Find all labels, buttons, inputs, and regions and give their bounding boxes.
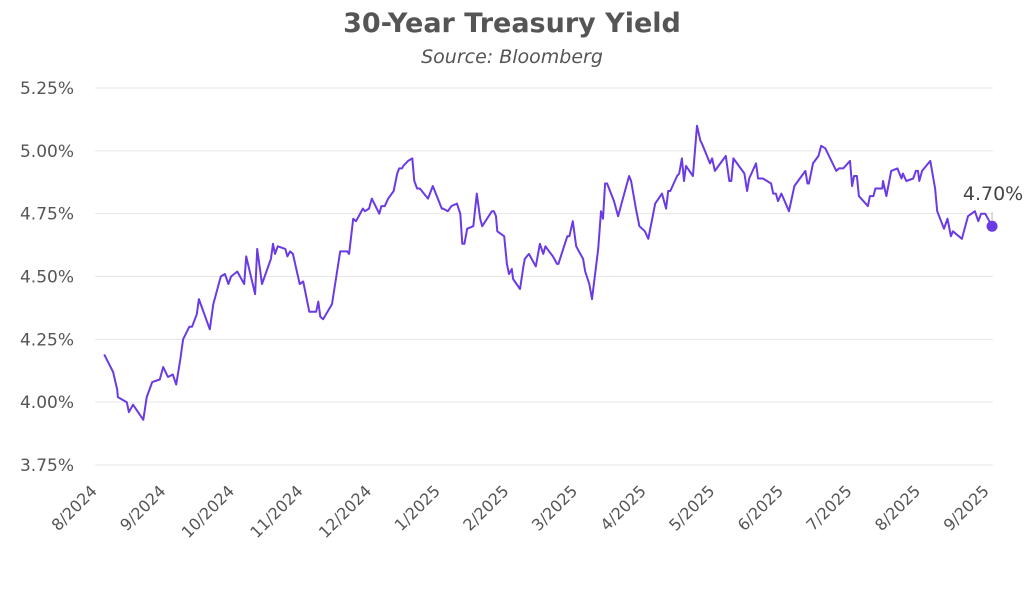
x-tick-label: 4/2025 xyxy=(597,481,650,534)
x-tick-label: 5/2025 xyxy=(665,481,718,534)
x-tick-label: 8/2024 xyxy=(48,481,101,534)
y-tick-label: 5.25% xyxy=(20,79,74,99)
chart-title: 30-Year Treasury Yield xyxy=(343,8,681,39)
x-tick-label: 7/2025 xyxy=(802,481,855,534)
end-point-marker xyxy=(986,220,998,232)
x-tick-label: 9/2025 xyxy=(940,481,993,534)
x-tick-label: 9/2024 xyxy=(116,481,169,534)
x-tick-label: 11/2024 xyxy=(246,481,306,541)
end-value-label: 4.70% xyxy=(963,183,1023,205)
x-tick-label: 8/2025 xyxy=(871,481,924,534)
y-tick-label: 3.75% xyxy=(20,456,74,476)
x-tick-label: 6/2025 xyxy=(734,481,787,534)
y-tick-label: 4.25% xyxy=(20,330,74,350)
x-tick-label: 12/2024 xyxy=(315,481,375,541)
x-tick-label: 1/2025 xyxy=(391,481,444,534)
y-tick-label: 4.75% xyxy=(20,205,74,225)
x-tick-label: 2/2025 xyxy=(459,481,512,534)
y-tick-label: 5.00% xyxy=(20,142,74,162)
y-tick-label: 4.50% xyxy=(20,268,74,288)
y-tick-label: 4.00% xyxy=(20,393,74,413)
x-tick-label: 10/2024 xyxy=(178,481,238,541)
chart-subtitle: Source: Bloomberg xyxy=(421,46,603,68)
x-tick-label: 3/2025 xyxy=(528,481,581,534)
yield-line xyxy=(103,124,993,421)
